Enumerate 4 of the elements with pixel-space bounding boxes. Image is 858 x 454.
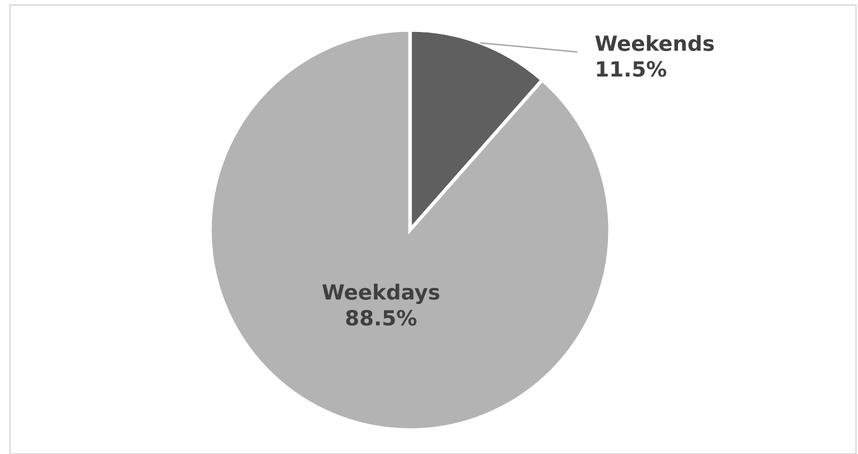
data-label: 11.5% — [597, 61, 666, 77]
slice-label: Weekdays — [322, 284, 440, 304]
slice-label: Weekends — [595, 34, 714, 52]
data-label: 88.5% — [346, 310, 416, 326]
